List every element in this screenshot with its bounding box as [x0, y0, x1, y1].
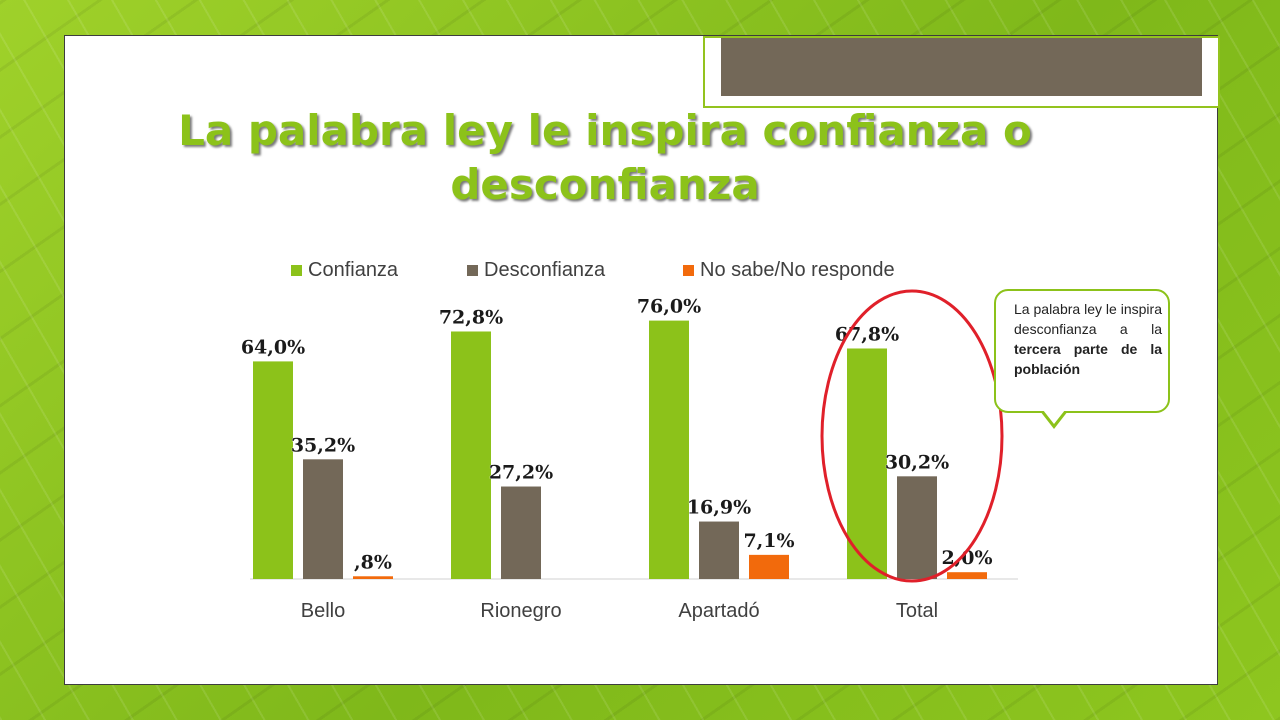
data-label-no-sabe-no-responde-bello: ,8% [354, 551, 392, 573]
bar-desconfianza-apartado [699, 521, 739, 579]
header-decoration-fill [721, 38, 1202, 96]
x-tick-label-bello: Bello [301, 600, 345, 622]
legend-label-confianza: Confianza [308, 259, 399, 281]
data-label-no-sabe-no-responde-apartado: 7,1% [743, 530, 794, 552]
x-tick-label-rionegro: Rionegro [480, 600, 561, 622]
bar-confianza-bello [253, 361, 293, 579]
data-label-desconfianza-total: 30,2% [885, 451, 949, 473]
callout-text-regular: La palabra ley le inspira desconfianza a… [1014, 301, 1162, 337]
x-tick-label-total: Total [896, 600, 938, 622]
bar-no-sabe-no-responde-bello [353, 576, 393, 579]
data-label-confianza-rionegro: 72,8% [439, 306, 503, 328]
data-label-confianza-bello: 64,0% [241, 336, 305, 358]
data-label-desconfianza-rionegro: 27,2% [489, 462, 553, 484]
bar-desconfianza-bello [303, 459, 343, 579]
legend-label-desconfianza: Desconfianza [484, 259, 606, 281]
callout-text-bold: tercera parte de la población [1014, 341, 1162, 377]
legend-item-desconfianza: Desconfianza [467, 259, 605, 282]
chart-title: La palabra ley le inspira confianza o de… [178, 106, 1032, 209]
x-tick-label-apartado: Apartadó [678, 600, 759, 622]
bar-confianza-apartado [649, 320, 689, 579]
callout-box [994, 289, 1170, 413]
bar-confianza-rionegro [451, 331, 491, 579]
bar-desconfianza-total [897, 476, 937, 579]
highlight-ellipse [820, 289, 1004, 583]
legend-swatch-desconfianza [467, 265, 478, 276]
legend-item-confianza: Confianza [291, 259, 398, 282]
header-decoration [703, 36, 1220, 108]
bar-desconfianza-rionegro [501, 486, 541, 579]
callout-tail-inner [1043, 410, 1065, 424]
bar-confianza-total [847, 348, 887, 579]
legend-swatch-confianza [291, 265, 302, 276]
data-label-desconfianza-apartado: 16,9% [687, 497, 751, 519]
legend-item-nsnr: No sabe/No responde [683, 259, 895, 282]
data-label-desconfianza-bello: 35,2% [291, 434, 355, 456]
bar-no-sabe-no-responde-apartado [749, 554, 789, 579]
legend-swatch-nsnr [683, 265, 694, 276]
legend-label-nsnr: No sabe/No responde [700, 259, 895, 281]
chart-legend: Confianza Desconfianza No sabe/No respon… [285, 259, 985, 285]
callout-text: La palabra ley le inspira desconfianza a… [1014, 299, 1162, 379]
data-label-confianza-apartado: 76,0% [637, 296, 701, 318]
bar-no-sabe-no-responde-total [947, 572, 987, 579]
